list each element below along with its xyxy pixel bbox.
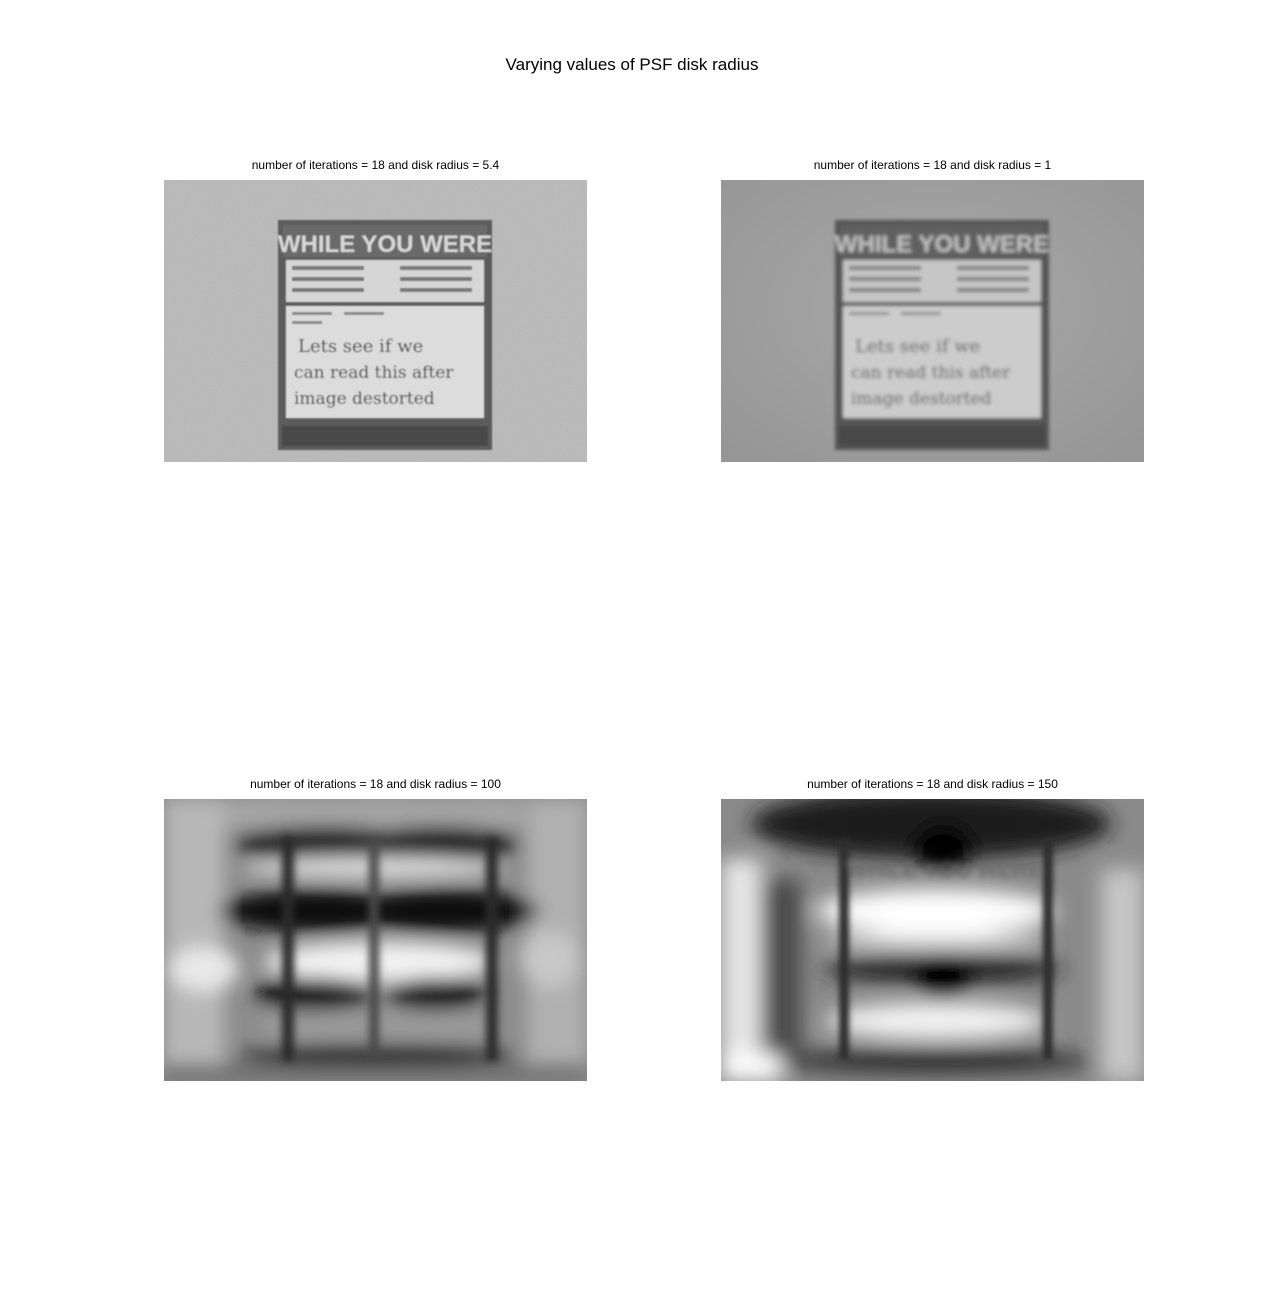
panel-1-handwriting-line-2: can read this after xyxy=(294,363,454,383)
panel-2-title: number of iterations = 18 and disk radiu… xyxy=(813,158,1052,172)
panel-2-handwriting-line-3: image destorted xyxy=(851,389,992,409)
panel-2-handwriting-line-1: Lets see if we xyxy=(855,336,980,357)
panel-4-title: number of iterations = 18 and disk radiu… xyxy=(807,777,1058,791)
panel-4-sign-heading: WHILE YOU WERE xyxy=(847,857,1043,882)
panel-2-sign-heading: WHILE YOU WERE xyxy=(835,231,1049,258)
panel-3-image xyxy=(164,799,587,1081)
panel-4-image: WHILE YOU WERE xyxy=(721,799,1144,1081)
panel-2-handwriting-line-2: can read this after xyxy=(851,363,1011,383)
panel-1-handwriting-line-1: Lets see if we xyxy=(298,336,423,357)
figure-title: Varying values of PSF disk radius xyxy=(505,55,759,74)
panel-1-image: WHILE YOU WERE Lets see if we can read t… xyxy=(164,180,587,462)
panel-3-title: number of iterations = 18 and disk radiu… xyxy=(250,777,501,791)
panel-1-handwriting-line-3: image destorted xyxy=(294,389,435,409)
panel-1-sign-heading: WHILE YOU WERE xyxy=(278,231,492,258)
panel-1-title: number of iterations = 18 and disk radiu… xyxy=(251,158,500,172)
panel-2-image: WHILE YOU WERE Lets see if we can read t… xyxy=(721,180,1144,462)
